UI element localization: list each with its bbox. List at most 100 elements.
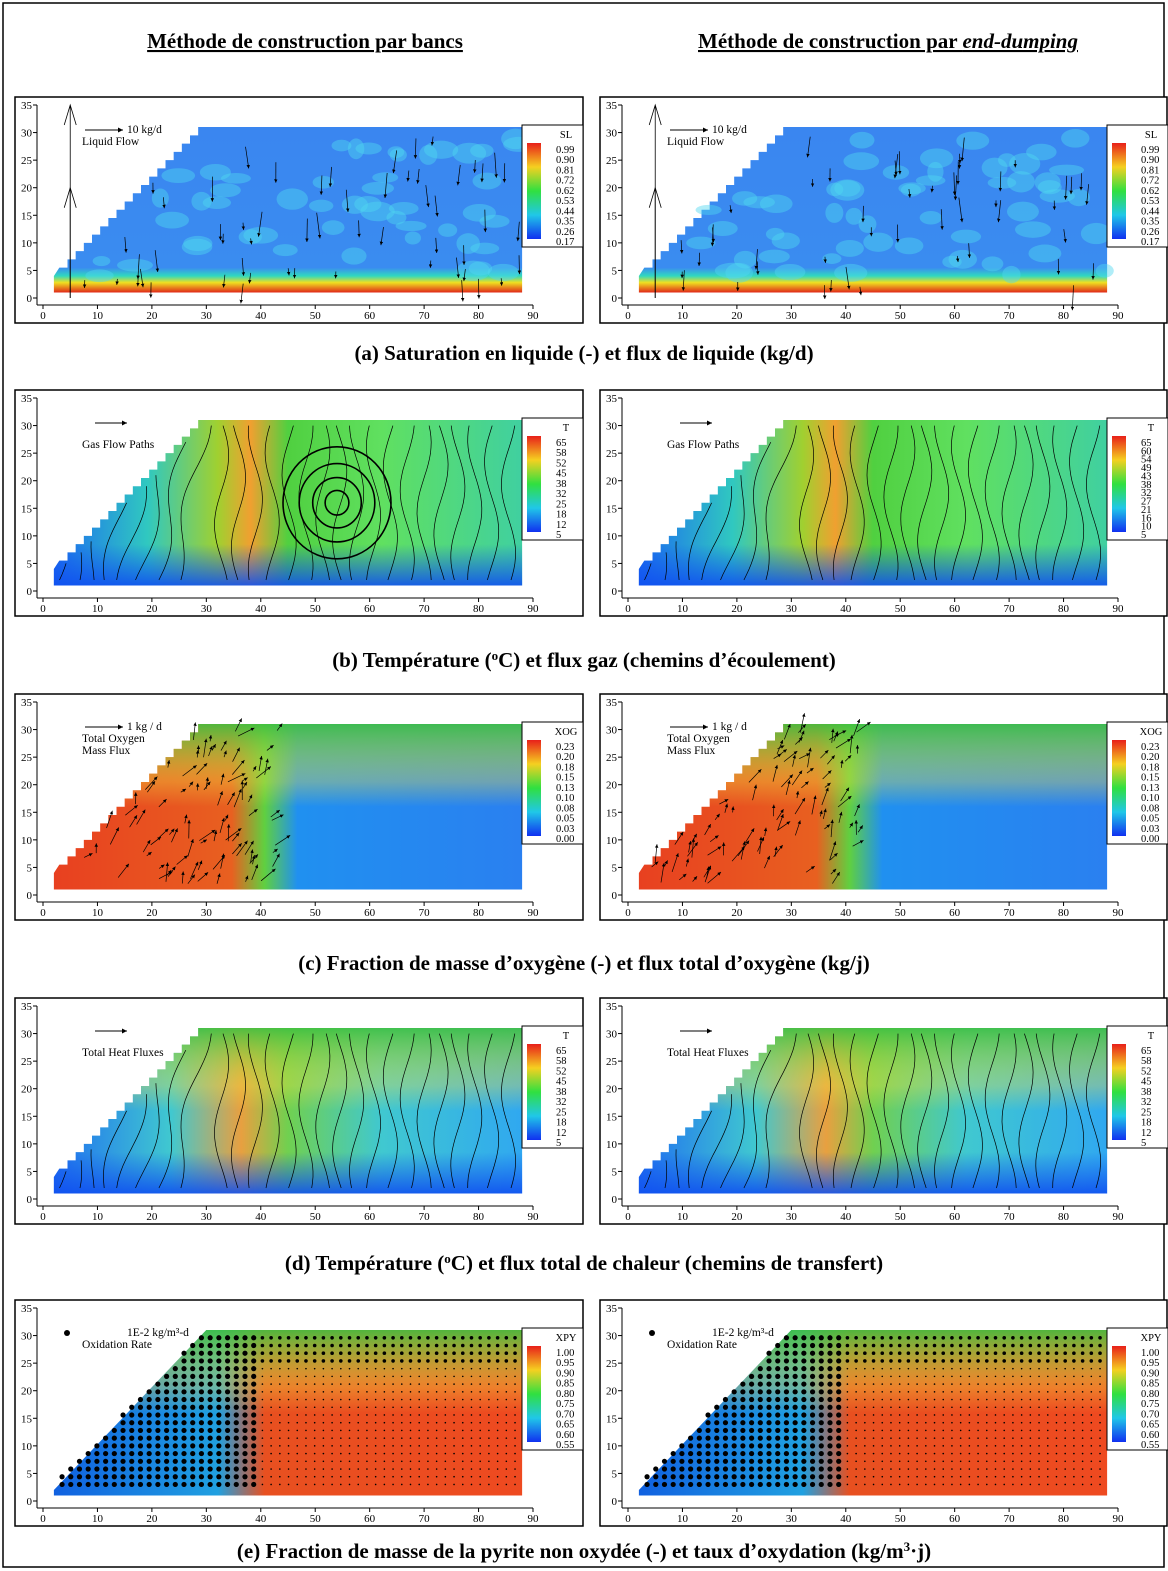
rate-dot: [392, 1383, 394, 1385]
rate-dot: [279, 1414, 281, 1416]
y-tick-label: 0: [612, 1496, 618, 1508]
rate-dot: [172, 1458, 178, 1464]
streamline: [765, 1033, 797, 1189]
rate-dot: [198, 1435, 205, 1441]
rate-dot: [775, 1427, 781, 1434]
rate-dot: [444, 1367, 447, 1370]
y-tick-label: 5: [27, 1468, 33, 1480]
rate-dot: [198, 1358, 205, 1364]
rate-dot: [513, 1359, 517, 1363]
rate-dot: [357, 1383, 360, 1385]
rate-dot: [453, 1375, 455, 1378]
rate-dot: [251, 1389, 257, 1395]
legend-level: 0.72: [556, 176, 574, 187]
field-blob: [822, 253, 842, 264]
rate-dot: [854, 1359, 858, 1363]
rate-dot: [722, 1466, 729, 1472]
rate-dot: [233, 1420, 239, 1426]
rate-dot: [216, 1420, 222, 1426]
rate-dot: [279, 1383, 281, 1385]
rate-dot: [766, 1443, 772, 1449]
rate-dot: [409, 1452, 412, 1455]
field-blob: [347, 138, 365, 160]
rate-dot: [1064, 1452, 1066, 1455]
rate-dot: [818, 1466, 824, 1472]
field-blob: [834, 263, 868, 282]
rate-dot: [932, 1359, 937, 1363]
rate-dot: [366, 1406, 368, 1409]
rate-dot: [505, 1475, 508, 1478]
rate-dot: [434, 1335, 439, 1340]
flow-arrow: [998, 171, 1003, 192]
rate-dot: [496, 1475, 499, 1478]
streamline: [1001, 425, 1017, 581]
rate-dot: [898, 1367, 901, 1370]
rate-dot: [942, 1475, 945, 1478]
x-tick-label: 90: [1113, 1513, 1125, 1525]
streamline: [1086, 1033, 1101, 1189]
rate-dot: [1038, 1375, 1040, 1378]
rate-dot: [951, 1421, 953, 1424]
flow-arrow: [232, 832, 240, 842]
legend-level: 0.90: [1141, 155, 1159, 166]
legend-level: 58: [556, 448, 567, 459]
streamline: [1018, 1033, 1034, 1189]
rate-dot: [261, 1414, 264, 1416]
field-blob: [919, 210, 943, 225]
flow-arrow: [180, 788, 187, 793]
rate-dot: [1099, 1452, 1101, 1455]
text-segment: (d) Température (: [285, 1251, 444, 1275]
flow-arrow: [357, 220, 361, 238]
legend-level: 60: [1141, 446, 1152, 457]
flow-arrow: [270, 809, 280, 818]
rate-dot: [251, 1481, 257, 1488]
rate-dot: [330, 1335, 334, 1340]
rate-dot: [993, 1335, 998, 1340]
x-tick-label: 30: [786, 907, 798, 919]
rate-dot: [224, 1474, 231, 1480]
rate-dot: [748, 1458, 755, 1464]
rate-dot: [818, 1358, 824, 1364]
rate-dot: [1080, 1359, 1085, 1363]
rate-dot: [1073, 1406, 1075, 1409]
flow-arrow: [129, 815, 138, 828]
rate-dot: [331, 1475, 333, 1478]
rate-dot: [846, 1421, 849, 1424]
rate-dot: [1029, 1414, 1032, 1416]
rate-dot: [932, 1335, 937, 1340]
rate-dot: [1055, 1367, 1058, 1370]
flow-arrow: [1091, 263, 1095, 280]
rate-dot: [994, 1414, 997, 1416]
y-tick-label: 5: [27, 862, 33, 874]
rate-dot: [496, 1483, 499, 1486]
rate-dot: [958, 1343, 963, 1348]
rate-dot: [906, 1351, 911, 1356]
rate-dot: [984, 1351, 989, 1356]
rate-dot: [155, 1412, 161, 1418]
rate-dot: [740, 1435, 746, 1441]
rate-dot: [270, 1483, 272, 1486]
rate-dot: [968, 1452, 971, 1455]
rate-dot: [287, 1452, 290, 1455]
rate-dot: [766, 1389, 772, 1395]
rate-dot: [287, 1375, 290, 1378]
field-blob: [360, 201, 395, 222]
rate-dot: [270, 1429, 272, 1432]
rate-dot: [933, 1452, 936, 1455]
streamline: [501, 425, 516, 581]
rate-dot: [1038, 1421, 1040, 1424]
legend-level: 0.53: [1141, 196, 1159, 207]
rate-dot: [198, 1342, 205, 1349]
x-tick-label: 90: [1113, 603, 1125, 615]
rate-dot: [818, 1335, 824, 1341]
rate-dot: [514, 1460, 516, 1463]
flow-arrow: [166, 760, 171, 768]
rate-dot: [757, 1366, 763, 1372]
rate-dot: [304, 1359, 308, 1363]
flow-arrow: [714, 813, 721, 821]
rate-dot: [181, 1381, 187, 1387]
rate-dot: [907, 1375, 910, 1378]
x-tick-label: 70: [419, 310, 431, 322]
rate-dot: [190, 1404, 196, 1410]
flow-arrow: [752, 784, 758, 801]
